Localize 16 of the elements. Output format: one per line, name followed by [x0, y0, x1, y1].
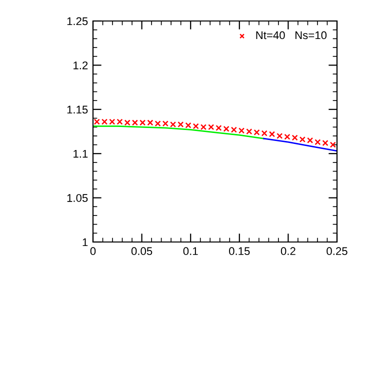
- x-tick-label: 0.1: [183, 247, 198, 256]
- legend-label: Nt=40 Ns=10: [256, 31, 327, 40]
- x-tick-label: 0.05: [131, 247, 152, 256]
- y-tick-label: 1.1: [74, 150, 88, 158]
- x-tick-label: 0.2: [280, 247, 296, 256]
- x-tick-label: 0.15: [229, 247, 250, 256]
- line-series: [263, 138, 337, 152]
- y-tick-label: 1.15: [67, 106, 88, 114]
- x-tick-label: 0.25: [326, 247, 348, 256]
- y-tick-label: 1.2: [74, 61, 88, 70]
- y-tick-label: 1: [82, 238, 88, 246]
- y-tick-label: 1.25: [67, 17, 88, 26]
- line-series: [93, 126, 264, 140]
- x-tick-label: 0: [90, 247, 96, 256]
- point: [330, 142, 336, 148]
- y-tick-label: 1.05: [67, 194, 88, 202]
